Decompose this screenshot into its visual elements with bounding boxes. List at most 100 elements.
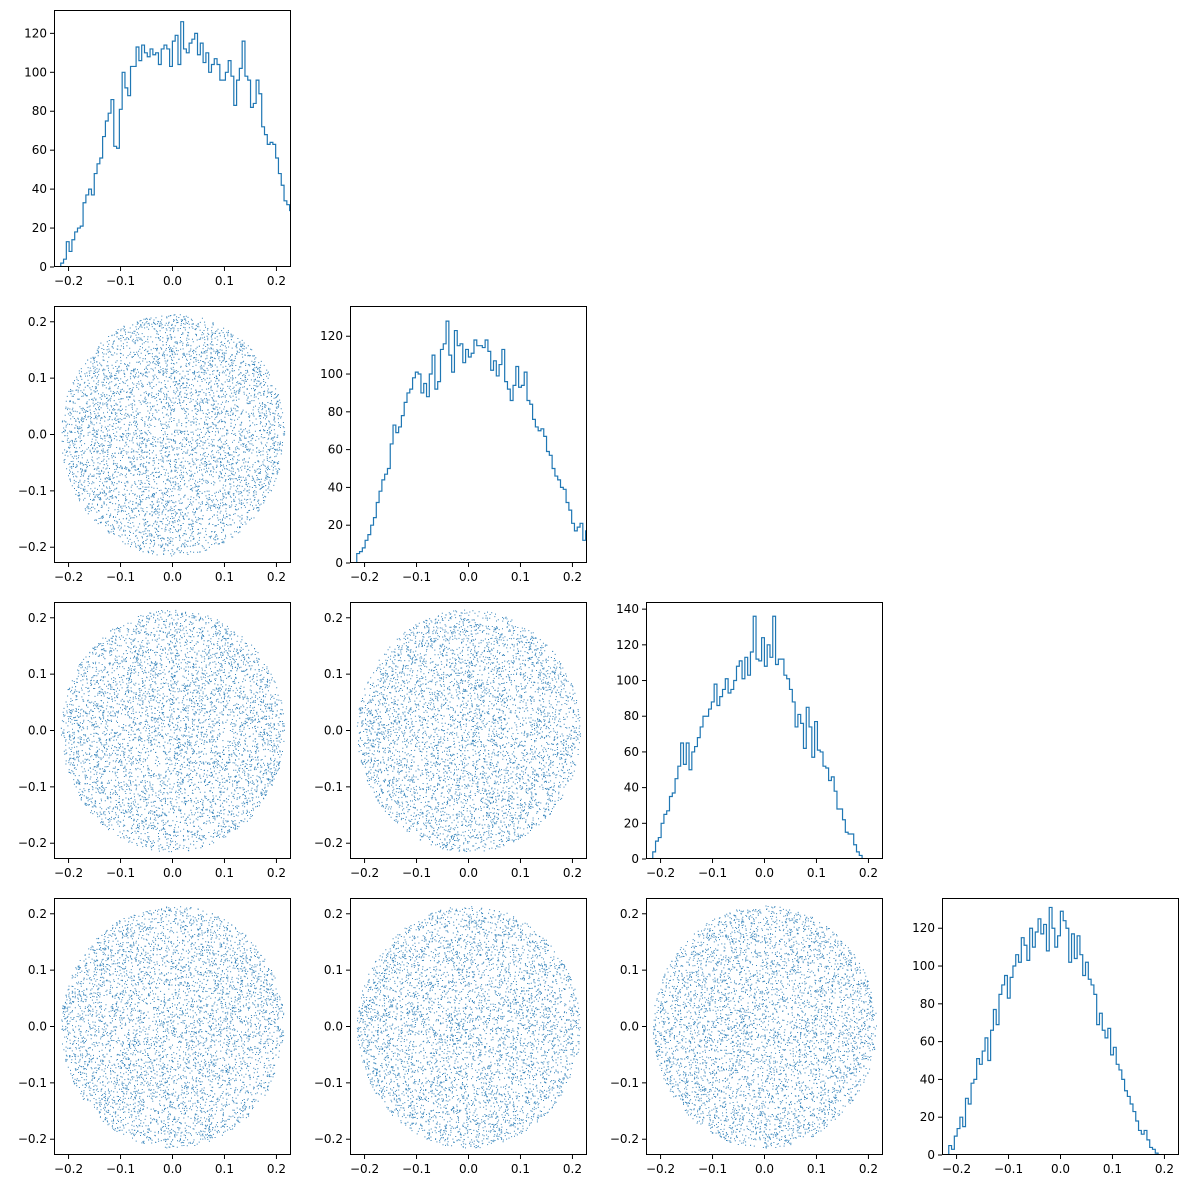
panel-r3-c0: −0.2 −0.1 0.0 0.1 0.2 −0.2 −0.1 0.0 0.1 0.2 <box>18 898 291 1176</box>
axes-frame <box>350 602 587 859</box>
x-tick-label: 0.2 <box>267 866 286 880</box>
y-tick-label: 60 <box>32 143 47 157</box>
y-tick-label: 0.0 <box>28 428 47 442</box>
y-tick-label: 0.1 <box>620 963 639 977</box>
y-tick-label: 40 <box>624 781 639 795</box>
scatter-points <box>652 905 877 1149</box>
x-tick-label: −0.1 <box>106 570 135 584</box>
y-tick-label: 0.0 <box>28 1020 47 1034</box>
y-tick-label: −0.1 <box>610 1076 639 1090</box>
y-tick-label: 120 <box>616 638 639 652</box>
x-tick-label: 0.2 <box>267 1162 286 1176</box>
y-tick-label: 60 <box>328 443 343 457</box>
y-tick-label: 80 <box>328 405 343 419</box>
panel-r3-c1: −0.2 −0.1 0.0 0.1 0.2 −0.2 −0.1 0.0 0.1 0.2 <box>314 898 587 1176</box>
x-tick-label: −0.2 <box>646 1162 675 1176</box>
x-tick-label: 0.0 <box>459 570 478 584</box>
x-tick-label: 0.1 <box>215 1162 234 1176</box>
panel-data-area <box>948 906 1159 1155</box>
y-tick-label: 0.1 <box>28 963 47 977</box>
y-tick-label: 0.0 <box>324 724 343 738</box>
x-tick-label: 0.1 <box>215 274 234 288</box>
panel-r2-c2: −0.2 −0.1 0.0 0.1 0.2 0 20 40 60 80 100 120 140 <box>616 602 883 880</box>
histogram-step-line <box>948 906 1159 1155</box>
x-tick-label: 0.2 <box>563 866 582 880</box>
x-tick-label: −0.2 <box>350 1162 379 1176</box>
axes-frame <box>54 898 291 1155</box>
y-tick-label: 0.2 <box>28 611 47 625</box>
y-tick-label: 0.2 <box>28 907 47 921</box>
x-tick-label: −0.2 <box>646 866 675 880</box>
y-tick-label: −0.2 <box>18 1132 47 1146</box>
x-tick-label: 0.1 <box>511 1162 530 1176</box>
x-tick-label: −0.1 <box>402 570 431 584</box>
x-tick-label: 0.0 <box>459 1162 478 1176</box>
panel-r2-c1: −0.2 −0.1 0.0 0.1 0.2 −0.2 −0.1 0.0 0.1 0.2 <box>314 602 587 880</box>
y-tick-label: 0 <box>335 556 343 570</box>
x-tick-label: −0.2 <box>54 1162 83 1176</box>
histogram-step-line <box>356 320 587 563</box>
x-tick-label: 0.0 <box>163 570 182 584</box>
panel-r0-c0: −0.2 −0.1 0.0 0.1 0.2 0 20 40 60 80 100 120 <box>24 10 291 288</box>
y-tick-label: 0 <box>631 852 639 866</box>
x-tick-label: −0.2 <box>54 274 83 288</box>
x-tick-label: −0.2 <box>942 1162 971 1176</box>
y-tick-label: 20 <box>624 816 639 830</box>
x-tick-label: 0.0 <box>163 1162 182 1176</box>
y-tick-label: 100 <box>912 959 935 973</box>
x-tick-label: 0.0 <box>163 274 182 288</box>
y-tick-label: 40 <box>32 182 47 196</box>
panel-r1-c0: −0.2 −0.1 0.0 0.1 0.2 −0.2 −0.1 0.0 0.1 0.2 <box>18 306 291 584</box>
x-tick-label: −0.1 <box>698 866 727 880</box>
y-tick-label: 100 <box>616 674 639 688</box>
x-tick-label: 0.2 <box>1155 1162 1174 1176</box>
panel-r1-c1: −0.2 −0.1 0.0 0.1 0.2 0 20 40 60 80 100 120 <box>320 306 587 584</box>
axes-frame <box>350 306 587 563</box>
x-tick-label: 0.2 <box>563 570 582 584</box>
x-tick-label: −0.1 <box>106 274 135 288</box>
x-tick-label: 0.0 <box>459 866 478 880</box>
x-tick-label: 0.1 <box>807 1162 826 1176</box>
x-tick-label: 0.0 <box>1051 1162 1070 1176</box>
x-tick-label: 0.0 <box>755 866 774 880</box>
x-tick-label: 0.0 <box>163 866 182 880</box>
panel-data-area <box>61 314 286 557</box>
axes-frame <box>646 898 883 1155</box>
x-tick-label: 0.2 <box>267 570 286 584</box>
y-tick-label: 0.1 <box>324 667 343 681</box>
y-tick-label: −0.1 <box>18 484 47 498</box>
y-tick-label: 0.0 <box>324 1020 343 1034</box>
y-tick-label: 80 <box>624 709 639 723</box>
panel-data-area <box>60 609 285 853</box>
y-tick-label: 0.1 <box>324 963 343 977</box>
panel-r3-c3: −0.2 −0.1 0.0 0.1 0.2 0 20 40 60 80 100 120 <box>912 898 1179 1176</box>
panel-data-area <box>356 320 587 563</box>
x-tick-label: −0.2 <box>54 570 83 584</box>
histogram-step-line <box>60 21 291 267</box>
y-tick-label: 0 <box>39 260 47 274</box>
x-tick-label: 0.1 <box>511 570 530 584</box>
x-tick-label: −0.2 <box>350 570 379 584</box>
y-tick-label: 40 <box>328 480 343 494</box>
axes-frame <box>54 10 291 267</box>
axes-frame <box>942 898 1179 1155</box>
x-tick-label: −0.1 <box>402 866 431 880</box>
panel-data-area <box>652 615 863 859</box>
x-tick-label: −0.1 <box>106 866 135 880</box>
y-tick-label: −0.1 <box>18 1076 47 1090</box>
y-tick-label: −0.2 <box>18 836 47 850</box>
y-tick-label: 60 <box>920 1035 935 1049</box>
y-tick-label: 40 <box>920 1072 935 1086</box>
y-tick-label: 120 <box>24 26 47 40</box>
axes-frame <box>350 898 587 1155</box>
y-tick-label: −0.1 <box>314 780 343 794</box>
y-tick-label: 0.2 <box>324 907 343 921</box>
axes-frame <box>54 306 291 563</box>
y-tick-label: −0.2 <box>314 1132 343 1146</box>
panel-r3-c2: −0.2 −0.1 0.0 0.1 0.2 −0.2 −0.1 0.0 0.1 0.2 <box>610 898 883 1176</box>
y-tick-label: 120 <box>320 329 343 343</box>
y-tick-label: 0.1 <box>28 667 47 681</box>
y-tick-label: −0.1 <box>314 1076 343 1090</box>
